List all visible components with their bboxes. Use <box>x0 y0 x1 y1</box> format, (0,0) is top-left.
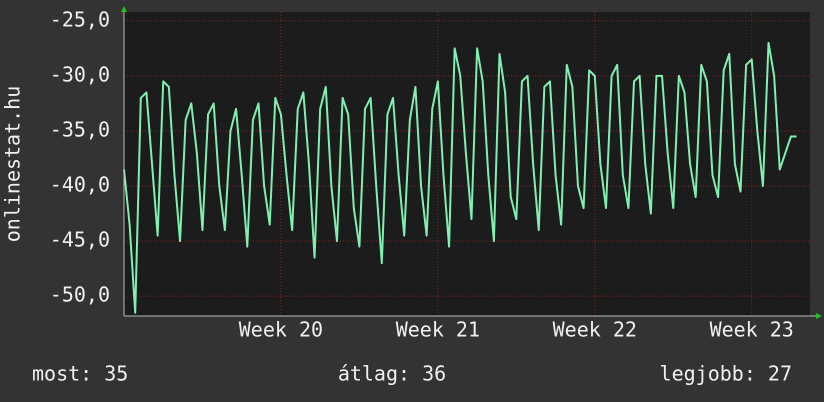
y-tick-label: -35,0 <box>50 117 110 141</box>
y-axis-label: onlinestat.hu <box>1 86 25 243</box>
y-tick-label: -25,0 <box>50 7 110 31</box>
y-tick-label: -30,0 <box>50 62 110 86</box>
x-tick-label: Week 21 <box>396 318 480 342</box>
footer-average: átlag: 36 <box>338 362 446 386</box>
y-tick-label: -45,0 <box>50 228 110 252</box>
x-tick-label: Week 23 <box>710 318 794 342</box>
y-axis-arrow <box>121 6 127 12</box>
y-tick-label: -40,0 <box>50 173 110 197</box>
x-tick-label: Week 20 <box>239 318 323 342</box>
x-tick-label: Week 22 <box>553 318 637 342</box>
footer-best: legjobb: 27 <box>660 362 792 386</box>
data-line <box>123 41 797 314</box>
x-axis-arrow <box>816 313 822 319</box>
footer-current: most: 35 <box>32 362 128 386</box>
plot: -50,0 -45,0 -40,0 -35,0 -30,0 -25,0 Week 20 Wee… <box>50 7 810 342</box>
y-tick-label: -50,0 <box>50 283 110 307</box>
